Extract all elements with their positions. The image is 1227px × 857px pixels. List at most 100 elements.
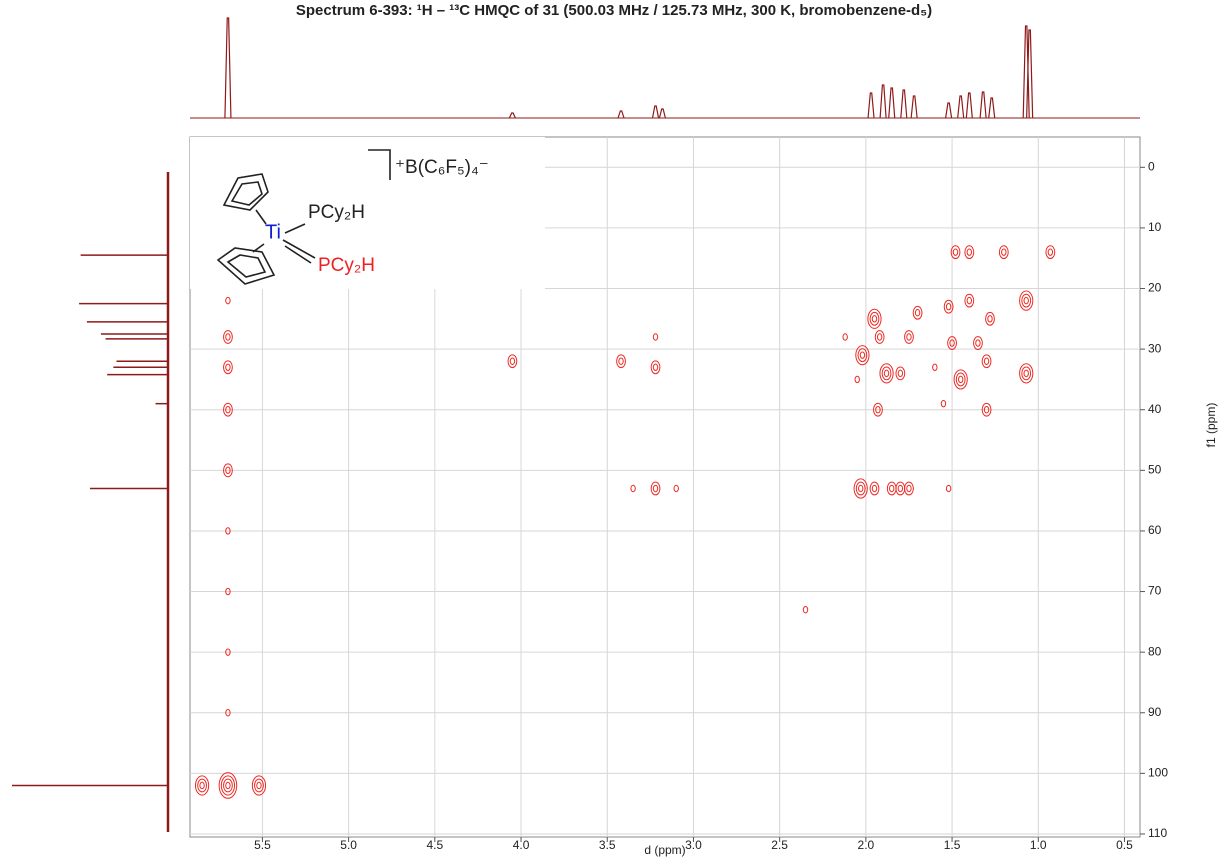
cross-peak — [945, 484, 952, 493]
x-tick-label: 1.5 — [944, 838, 961, 852]
cross-peak — [897, 484, 904, 493]
cross-peak — [874, 330, 885, 344]
y-tick-label: 90 — [1148, 705, 1162, 719]
cross-peak — [964, 245, 975, 260]
x-tick-label: 4.0 — [513, 838, 530, 852]
cross-peak — [897, 369, 904, 378]
cross-peak — [218, 772, 238, 799]
x-tick-label: 4.5 — [426, 838, 443, 852]
cross-peak — [947, 336, 957, 350]
cross-peak — [1023, 296, 1029, 305]
cross-peak — [256, 781, 262, 790]
f2-peak — [508, 112, 516, 119]
cross-peak — [1021, 293, 1032, 308]
metal-label: Ti — [265, 221, 281, 243]
cp-ring — [222, 173, 269, 211]
f2-peak — [224, 17, 232, 119]
bond — [255, 209, 267, 225]
cross-peak — [652, 484, 659, 493]
y-tick-label: 60 — [1148, 523, 1162, 537]
cross-peak — [966, 296, 973, 305]
cross-peak — [876, 333, 883, 341]
x-tick-label: 1.0 — [1030, 838, 1047, 852]
f2-peak — [879, 84, 887, 119]
cross-peak — [904, 481, 914, 496]
cross-peak — [998, 245, 1009, 260]
cross-peak — [895, 366, 906, 381]
cross-peak — [225, 406, 231, 414]
cross-peak — [225, 296, 231, 305]
cross-peak — [199, 781, 205, 790]
cross-peak — [881, 366, 892, 381]
cross-peak — [1019, 290, 1034, 311]
y-tick-label: 10 — [1148, 220, 1162, 234]
f2-peak — [988, 97, 996, 119]
ligand-label: PCy₂H — [318, 255, 375, 276]
y-tick-label: 40 — [1148, 402, 1162, 416]
cross-peak — [225, 466, 231, 475]
cross-peak — [879, 363, 894, 384]
cross-peak — [223, 463, 233, 478]
cross-peak — [987, 315, 993, 323]
cross-peak — [950, 245, 961, 260]
cross-peak — [616, 354, 626, 369]
cross-peak — [509, 357, 516, 365]
cross-peak — [225, 363, 231, 372]
cp-ring — [230, 181, 263, 206]
f2-peak — [651, 105, 660, 119]
x-tick-label: 2.5 — [771, 838, 788, 852]
x-tick-label: 0.5 — [1116, 838, 1133, 852]
x-tick-label: 5.5 — [254, 838, 271, 852]
cross-peak — [943, 299, 954, 314]
arrow — [282, 239, 316, 259]
cross-peak — [867, 308, 882, 329]
f2-peak — [900, 89, 908, 119]
cross-peak — [225, 709, 231, 717]
cross-peak — [964, 293, 975, 308]
cross-peak — [1019, 363, 1034, 384]
anion-label: ⁺B(C₆F₅)₄⁻ — [395, 157, 489, 178]
cross-peak — [251, 775, 267, 796]
cross-peak — [652, 333, 659, 341]
y-tick-label: 20 — [1148, 281, 1162, 295]
cross-peak — [802, 606, 809, 614]
arrow — [284, 245, 312, 264]
x-tick-label: 3.5 — [599, 838, 616, 852]
cross-peak — [855, 481, 866, 496]
cross-peak — [197, 778, 207, 793]
cross-peak — [949, 339, 955, 347]
f2-peak — [945, 102, 953, 119]
y-tick-label: 100 — [1148, 766, 1168, 780]
cross-peak — [1047, 248, 1054, 256]
x-axis-label: d (ppm) — [644, 843, 685, 857]
cross-peak — [957, 375, 964, 384]
y-tick-label: 80 — [1148, 644, 1162, 658]
cross-peak — [966, 248, 973, 256]
cross-peak — [914, 309, 921, 317]
cross-peak — [857, 348, 868, 363]
cross-peak — [652, 363, 659, 372]
cross-peak — [507, 354, 518, 369]
f2-peak — [888, 87, 896, 119]
bond — [252, 243, 265, 253]
chart-title: Spectrum 6-393: ¹H – ¹³C HMQC of 31 (500… — [296, 2, 932, 19]
x-tick-label: 3.0 — [685, 838, 702, 852]
cross-peak — [904, 330, 914, 344]
ligand-label: PCy₂H — [308, 202, 365, 223]
f2-peak — [867, 92, 875, 119]
cp-ring — [226, 254, 267, 278]
cross-peak — [630, 484, 636, 493]
x-tick-label: 2.0 — [858, 838, 875, 852]
cross-peak — [1023, 369, 1029, 378]
cross-peak — [225, 527, 231, 535]
cross-peak — [650, 360, 661, 375]
cross-peak — [906, 333, 912, 341]
cross-peak — [853, 478, 868, 499]
cross-peak — [225, 781, 231, 790]
cross-peak — [223, 360, 233, 375]
y-tick-label: 0 — [1148, 159, 1155, 173]
cross-peak — [883, 369, 890, 378]
cross-peak — [225, 648, 231, 656]
cp-ring — [216, 247, 276, 285]
